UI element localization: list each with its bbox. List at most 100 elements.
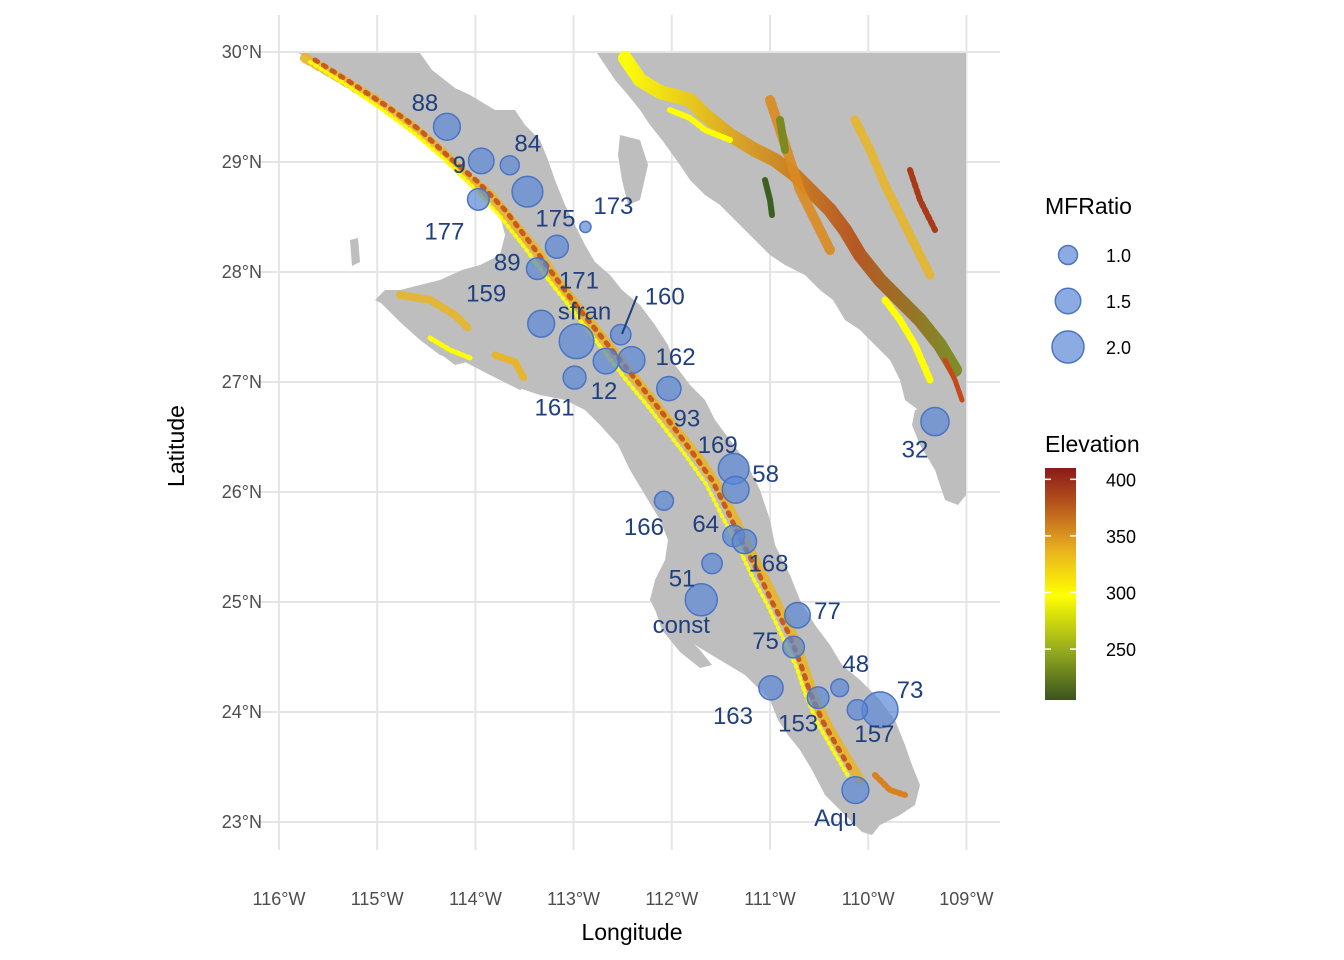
x-tick-label: 111°W — [744, 889, 796, 909]
elevation-legend-label: 350 — [1106, 527, 1136, 547]
mfratio-legend: MFRatio 1.0 1.5 2.0 — [1045, 193, 1132, 364]
site-label: 157 — [854, 721, 894, 748]
vizcaino-peninsula — [378, 280, 540, 390]
site-point — [721, 475, 750, 504]
site-point — [579, 220, 592, 234]
site-point — [467, 147, 495, 175]
site-label: 169 — [698, 432, 738, 459]
site-label: 171 — [559, 268, 599, 295]
mfratio-legend-symbol — [1057, 244, 1079, 266]
site-label: 162 — [656, 344, 696, 371]
site-label: 175 — [535, 206, 575, 233]
site-labels: 88 84 9 177 175 173 89 171 159 sfran 160 162 12 161 93… — [412, 90, 929, 832]
y-axis-title: Latitude — [163, 405, 189, 487]
y-tick-label: 27°N — [222, 372, 262, 392]
site-label: 160 — [645, 284, 685, 311]
site-label: 58 — [752, 461, 779, 488]
site-point — [783, 601, 811, 629]
elevation-legend-label: 300 — [1106, 583, 1136, 603]
site-label: 64 — [692, 511, 719, 538]
y-tick-label: 24°N — [222, 702, 262, 722]
site-label: 9 — [453, 152, 466, 179]
site-label: 166 — [624, 514, 664, 541]
mfratio-legend-title: MFRatio — [1045, 193, 1132, 219]
site-point — [920, 406, 950, 437]
site-point — [758, 674, 784, 701]
label-leader-line — [621, 295, 638, 335]
site-point — [782, 635, 806, 659]
site-point — [806, 686, 830, 710]
site-label: 153 — [778, 711, 818, 738]
site-point — [617, 345, 646, 375]
x-tick-label: 112°W — [645, 889, 698, 909]
site-label: 77 — [814, 598, 841, 625]
x-tick-label: 116°W — [253, 889, 306, 909]
site-point — [558, 323, 595, 360]
site-point — [656, 375, 682, 402]
mfratio-legend-symbol — [1051, 330, 1085, 364]
site-label: 88 — [412, 90, 439, 117]
site-points — [432, 112, 950, 805]
elevation-colorbar — [1045, 468, 1076, 700]
site-point — [527, 309, 556, 338]
site-label: Aqu — [814, 805, 857, 832]
site-point — [841, 775, 870, 805]
site-label: 177 — [424, 218, 464, 245]
site-point — [511, 175, 544, 208]
site-label: 159 — [466, 281, 506, 308]
site-point — [562, 365, 587, 390]
x-tick-label: 109°W — [939, 889, 993, 909]
site-point — [432, 112, 462, 141]
site-point — [466, 187, 490, 211]
elevation-legend-label: 250 — [1106, 640, 1136, 660]
map-panel: 116°W 115°W 114°W 113°W 112°W 111°W 110°W 109°W… — [222, 15, 1000, 909]
y-tick-label: 28°N — [222, 262, 262, 282]
axis-ticks: 116°W 115°W 114°W 113°W 112°W 111°W 110°W 109°W… — [222, 42, 994, 909]
site-label: 163 — [713, 703, 753, 730]
site-label: 84 — [514, 130, 541, 157]
site-point — [830, 678, 850, 698]
site-label: 168 — [748, 551, 788, 578]
elevation-legend-label: 400 — [1106, 470, 1136, 490]
site-point — [701, 552, 723, 575]
site-point — [609, 323, 632, 346]
y-tick-label: 26°N — [222, 482, 262, 502]
magdalena-island — [652, 600, 712, 668]
small-island — [350, 238, 360, 266]
site-label: 89 — [494, 250, 521, 277]
elevation-legend: Elevation 400 350 300 250 — [1045, 431, 1140, 700]
site-label: 93 — [674, 406, 701, 433]
site-point — [846, 698, 869, 721]
site-point — [525, 257, 549, 281]
x-tick-label: 115°W — [351, 889, 404, 909]
site-label: 173 — [593, 193, 633, 220]
site-label: const — [653, 612, 711, 639]
site-label: 73 — [897, 677, 924, 704]
site-label: 161 — [535, 395, 575, 422]
site-label: 75 — [752, 628, 779, 655]
site-point — [653, 490, 675, 512]
baja-peninsula — [298, 53, 920, 835]
mfratio-legend-label: 1.5 — [1106, 292, 1131, 312]
site-point — [499, 155, 521, 176]
mfratio-legend-symbol — [1054, 287, 1082, 315]
mfratio-legend-label: 2.0 — [1106, 338, 1131, 358]
x-tick-label: 114°W — [449, 889, 502, 909]
site-point — [731, 528, 758, 555]
y-tick-label: 29°N — [222, 152, 262, 172]
tiburon-island — [618, 135, 648, 205]
site-label: 12 — [591, 378, 618, 405]
site-point — [592, 347, 620, 375]
y-tick-label: 30°N — [222, 42, 262, 62]
mfratio-legend-label: 1.0 — [1106, 246, 1131, 266]
elevation-legend-title: Elevation — [1045, 431, 1140, 457]
site-point — [684, 583, 719, 617]
y-tick-label: 23°N — [222, 812, 262, 832]
site-point — [544, 234, 570, 259]
x-axis-title: Longitude — [581, 919, 682, 945]
site-label: 32 — [902, 437, 929, 464]
y-tick-label: 25°N — [222, 592, 262, 612]
x-tick-label: 110°W — [842, 889, 895, 909]
site-label: 48 — [842, 651, 869, 678]
